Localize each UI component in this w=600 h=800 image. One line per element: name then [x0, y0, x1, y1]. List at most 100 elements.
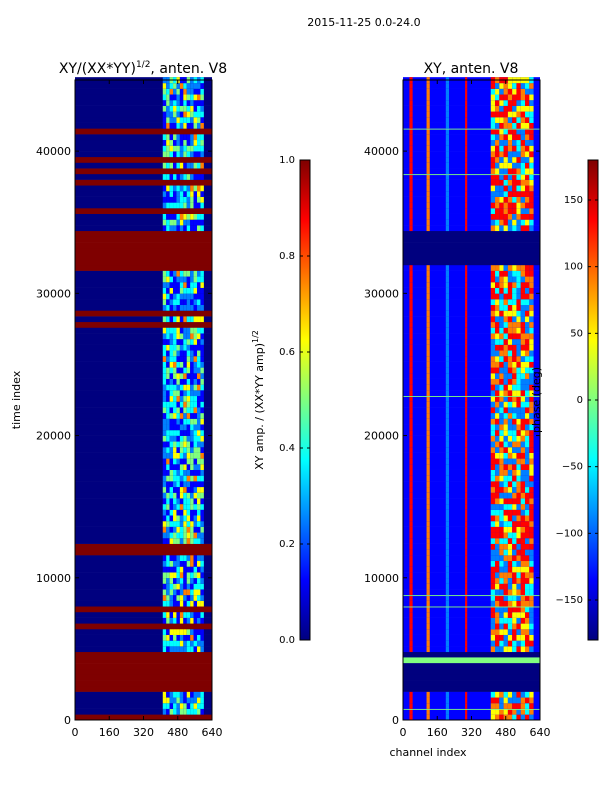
heat-cell	[516, 555, 521, 562]
heat-cell	[200, 355, 204, 362]
heat-row	[403, 680, 540, 687]
heat-stripe	[465, 173, 468, 180]
heat-cell	[200, 116, 204, 123]
heat-cell	[176, 219, 180, 226]
heat-cell	[193, 503, 198, 510]
heat-cell	[512, 270, 517, 277]
heat-cell	[162, 333, 167, 340]
heat-stripe	[445, 372, 450, 379]
heat-cell	[529, 384, 534, 391]
heat-cell	[162, 532, 167, 539]
heat-cell	[512, 623, 517, 630]
heat-cell	[186, 697, 191, 704]
heat-cell	[495, 355, 500, 362]
heat-cell	[516, 481, 521, 488]
heat-cell	[173, 350, 177, 357]
heat-stripe	[426, 190, 430, 197]
heat-cell	[200, 628, 204, 635]
heat-cell	[520, 503, 526, 510]
heat-stripe	[445, 549, 450, 556]
heat-cell	[197, 640, 201, 647]
heat-row	[403, 316, 540, 323]
heat-stripe	[426, 464, 430, 470]
heat-cell	[183, 88, 187, 95]
heat-cell	[512, 583, 517, 590]
heat-stripe	[465, 88, 468, 95]
heat-flag-line	[403, 708, 540, 710]
cbar-tick-label: 0.2	[279, 539, 295, 550]
heat-cell	[176, 281, 180, 288]
heat-cell	[200, 401, 204, 408]
heat-cell	[529, 327, 534, 334]
heat-cell	[512, 418, 517, 425]
heat-row	[403, 509, 540, 516]
heat-row	[75, 196, 212, 203]
heat-row	[403, 338, 540, 345]
heat-cell	[193, 469, 198, 476]
heat-cell	[490, 520, 496, 527]
heat-row	[75, 532, 212, 539]
heat-stripe	[445, 82, 450, 89]
heat-cell	[197, 702, 201, 709]
heat-stripe	[409, 156, 413, 163]
heat-row	[403, 577, 540, 584]
heat-cell	[197, 162, 201, 169]
heat-cell	[490, 412, 496, 419]
heat-cell	[183, 333, 187, 340]
heat-cell	[197, 151, 201, 158]
heat-cell	[499, 611, 504, 618]
heat-stripe	[445, 577, 450, 584]
heat-cell	[529, 281, 534, 288]
heat-cell	[490, 134, 496, 141]
heat-cell	[179, 88, 184, 95]
heat-cell	[529, 583, 534, 590]
left-colorbar-label: XY amp. / (XX*YY amp)1/2	[251, 330, 266, 470]
heat-cell	[512, 589, 517, 596]
heat-cell	[183, 407, 187, 414]
heat-cell	[179, 293, 184, 300]
heat-cell	[197, 475, 201, 482]
heat-cell	[183, 378, 187, 385]
heat-cell	[525, 429, 530, 436]
heat-cell	[503, 384, 508, 391]
heat-cell	[495, 310, 500, 317]
heat-cell	[179, 111, 184, 118]
heat-cell	[529, 401, 534, 408]
heat-cell	[173, 708, 177, 715]
heat-row	[403, 367, 540, 374]
heat-cell	[173, 82, 177, 89]
heat-cell	[516, 708, 521, 715]
heat-cell	[520, 299, 526, 306]
heat-cell	[520, 555, 526, 562]
heat-cell	[529, 378, 534, 385]
heat-cell	[179, 560, 184, 567]
heat-cell	[166, 555, 170, 562]
heat-cell	[520, 714, 526, 721]
heat-cell	[512, 304, 517, 311]
heat-cell	[200, 464, 204, 470]
heat-cell	[499, 367, 504, 374]
heat-cell	[495, 611, 500, 618]
heat-stripe	[426, 577, 430, 584]
heat-cell	[169, 509, 174, 516]
heat-cell	[183, 498, 187, 505]
heat-cell	[179, 532, 184, 539]
left-cbar-label-base: XY amp. / (XX*YY amp)	[253, 343, 266, 470]
heat-cell	[490, 225, 496, 232]
heat-cell	[529, 105, 534, 112]
heat-cell	[190, 219, 194, 226]
heat-cell	[169, 299, 174, 306]
heat-cell	[200, 390, 204, 397]
heat-cell	[503, 594, 508, 601]
heat-cell	[179, 276, 184, 283]
heat-stripe	[409, 532, 413, 539]
heat-cell	[197, 492, 201, 499]
heat-cell	[495, 321, 500, 328]
heat-cell	[503, 537, 508, 544]
heat-cell	[520, 367, 526, 374]
heat-cell	[490, 82, 496, 89]
heat-cell	[503, 475, 508, 482]
heat-cell	[512, 458, 517, 465]
heat-cell	[173, 185, 177, 192]
heat-cell	[516, 469, 521, 476]
